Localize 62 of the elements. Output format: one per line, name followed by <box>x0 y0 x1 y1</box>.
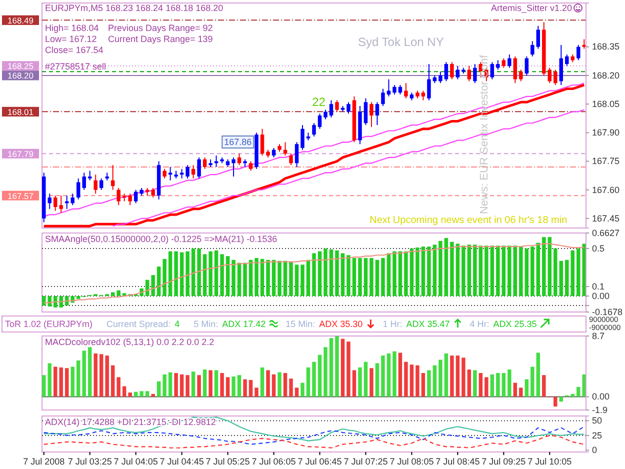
x-tick-label: 7 Jul 06:45 <box>298 456 342 466</box>
chart-title: MACDcoloredv102 (5,13,1) 0.0 2.2 0.0 2.2 <box>45 337 214 347</box>
ref-line-label: 167.57 <box>8 190 34 201</box>
text: ADX 17.42 <box>222 319 266 329</box>
y-tick-label: 0.5 <box>592 243 605 254</box>
text: 5 Min: <box>194 319 218 329</box>
text: 4 Hr: <box>470 319 490 329</box>
y-tick-label: 167.60 <box>592 184 620 195</box>
ref-line-label: 168.20 <box>8 70 34 81</box>
ref-line-label: 167.79 <box>8 148 34 159</box>
annotation: High= 168.04 <box>45 23 99 33</box>
ref-line-label: 168.01 <box>8 106 34 117</box>
annotation: Current Days Range= 139 <box>108 34 213 44</box>
x-tick-label: 7 Jul 05:25 <box>206 456 250 466</box>
annotation: Low= 167.12 <box>45 34 97 44</box>
annotation: Close= 167.54 <box>45 45 104 55</box>
text: ADX 35.47 <box>406 319 450 329</box>
text: 1 Hr: <box>382 319 402 329</box>
y-tick-label: 0.6627 <box>592 228 620 238</box>
text: 4 <box>174 319 180 329</box>
y-tick-label: 0 <box>592 445 598 456</box>
x-tick-label: 7 Jul 08:45 <box>436 456 480 466</box>
ref-line-label: 168.25 <box>8 61 34 72</box>
annotation: 22 <box>312 95 326 109</box>
y-tick-label: 0.00 <box>592 392 610 402</box>
y-tick-label: 167.45 <box>592 213 620 224</box>
annotation: News: EUR Sentix Investor Conf <box>478 54 491 214</box>
y-tick-label: 168.20 <box>592 70 620 80</box>
x-tick-label: 7 Jul 03:25 <box>68 456 112 466</box>
x-tick-label: 7 Jul 04:45 <box>160 456 204 466</box>
annotation: 167.86 <box>224 137 252 147</box>
x-tick-label: 7 Jul 07:25 <box>344 456 388 466</box>
text: ADX 35.30 <box>319 319 363 329</box>
chart-title: EURJPYm,M5 168.23 168.24 168.18 168.20 <box>45 3 224 13</box>
y-tick-label: -0.1678 <box>592 306 623 317</box>
y-tick-label: 8.7 <box>592 330 605 341</box>
y-tick-label: -1.9 <box>592 404 608 415</box>
text: ToR 1.02 (EURJPYm) <box>5 319 93 329</box>
y-tick-label: 168.35 <box>592 42 620 52</box>
annotation: Artemis_Sitter v1.20 <box>490 3 572 13</box>
y-tick-label: 0.00 <box>592 290 610 301</box>
x-tick-label: 7 Jul 09:25 <box>482 456 526 466</box>
x-tick-label: 7 Jul 2008 <box>23 456 65 466</box>
text: 15 Min: <box>286 319 316 329</box>
x-tick-label: 7 Jul 10:05 <box>528 456 572 466</box>
ref-line-label: #27758517 sell <box>45 62 106 72</box>
annotation: Next Upcoming news event in 06 hr's 18 min <box>370 215 568 226</box>
text: ADX 25.35 <box>493 319 537 329</box>
x-tick-label: 7 Jul 08:05 <box>390 456 434 466</box>
annotation: Syd Tok Lon NY <box>358 35 444 49</box>
y-tick-label: 167.75 <box>592 156 620 166</box>
text: Current Spread: <box>106 319 171 329</box>
y-tick-label: 0.1 <box>592 281 605 292</box>
y-tick-label: 25 <box>592 430 602 440</box>
chart-title: SMAAngle(50,0.15000000,2,0) -0.1225 =>MA(21) -0.1536 <box>45 234 278 244</box>
x-tick-label: 7 Jul 04:05 <box>114 456 158 466</box>
y-tick-label: 50 <box>592 416 602 426</box>
x-tick-label: 7 Jul 06:05 <box>252 456 296 466</box>
y-tick-label: 168.05 <box>592 98 620 109</box>
annotation: Previous Days Range= 92 <box>108 23 213 33</box>
y-tick-label: 167.90 <box>592 128 620 138</box>
ref-line-label: 168.49 <box>8 15 34 26</box>
